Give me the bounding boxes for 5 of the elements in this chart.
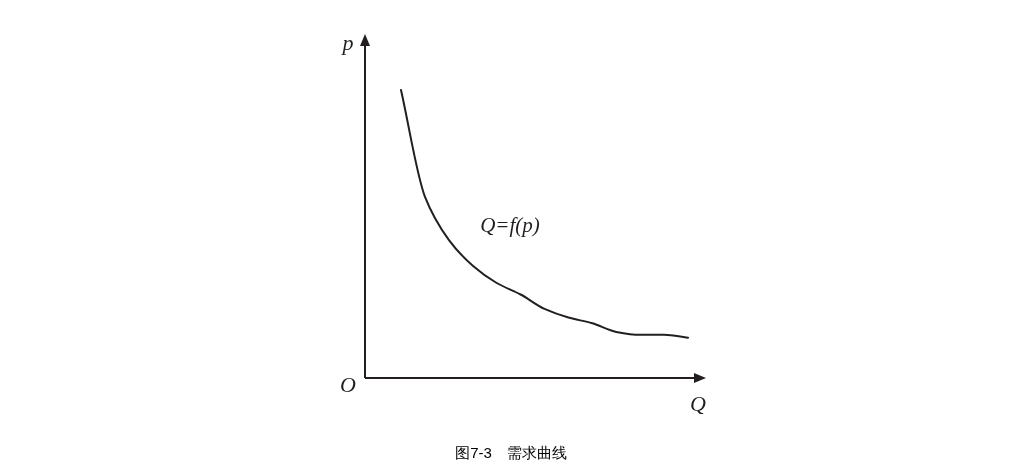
text: 图7-3 需求曲线 [455,444,567,461]
annotation: Q=f(p) [480,213,540,237]
x-axis-title: Q [690,391,707,416]
text: O [340,372,357,397]
y-axis-title: p [340,30,354,55]
